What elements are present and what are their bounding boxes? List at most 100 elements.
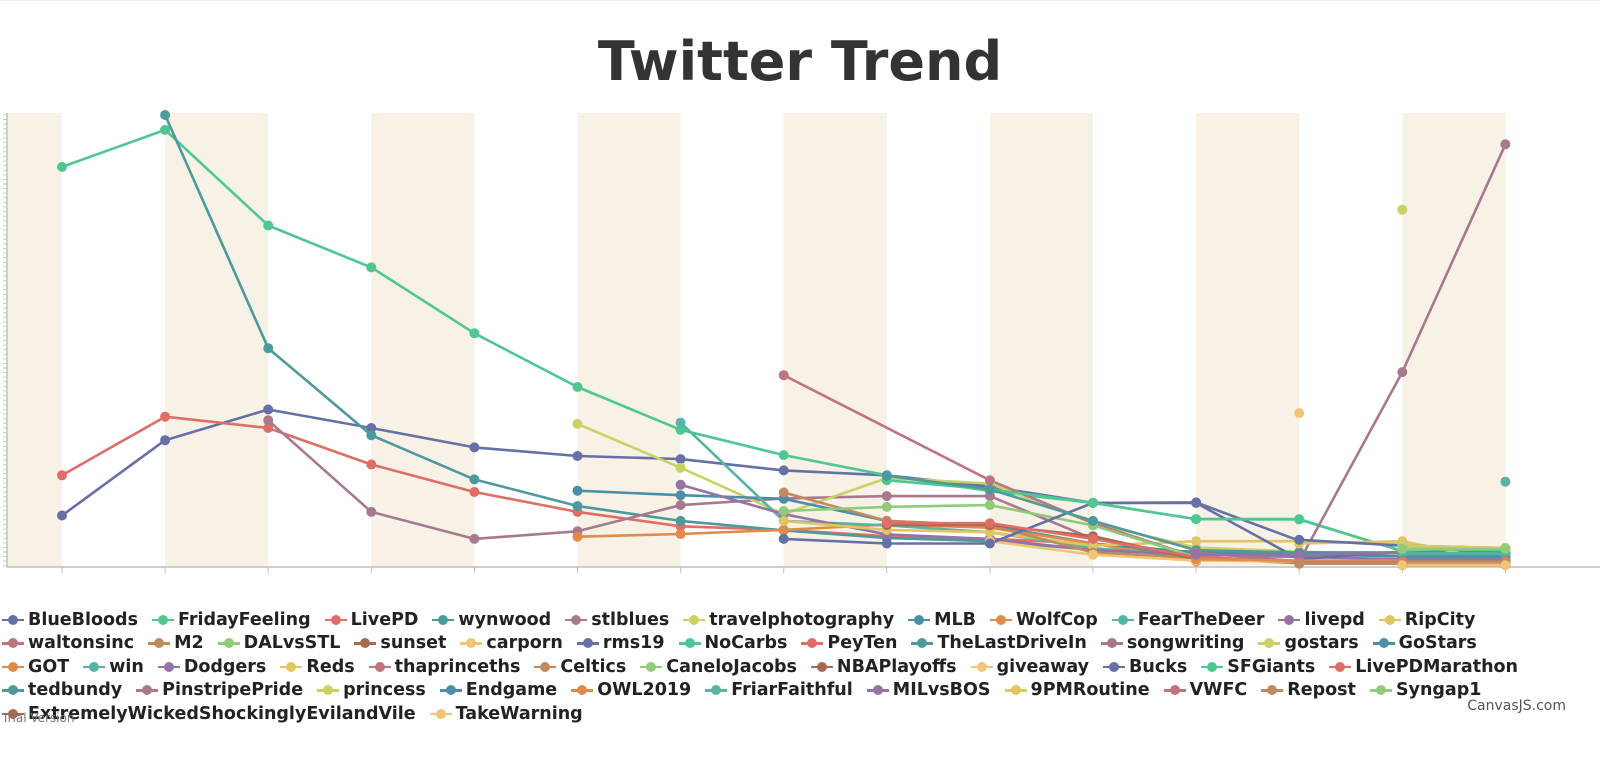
- legend-item-tedbundy[interactable]: tedbundy: [2, 680, 122, 700]
- legend-item-reds[interactable]: Reds: [280, 657, 355, 677]
- legend-item-travelphotography[interactable]: travelphotography: [683, 610, 894, 630]
- data-point-peyten: [984, 518, 995, 529]
- axes: [3, 113, 1600, 573]
- legend-item-pinstripepride[interactable]: PinstripePride: [136, 680, 303, 700]
- data-point-bluebloods: [366, 423, 377, 433]
- legend-label: RipCity: [1404, 609, 1476, 630]
- legend-item-livepdmarathon[interactable]: LivePDMarathon: [1329, 657, 1518, 677]
- legend-item-princess[interactable]: princess: [317, 680, 426, 700]
- legend-label: giveaway: [996, 656, 1090, 677]
- legend-item-ripcity[interactable]: RipCity: [1378, 609, 1476, 630]
- legend-item-win[interactable]: win: [83, 657, 144, 677]
- legend-label: LivePDMarathon: [1355, 656, 1519, 677]
- data-point-rms19: [1191, 497, 1202, 508]
- legend-label: GoStars: [1398, 633, 1477, 654]
- legend-item-stlblues[interactable]: stlblues: [565, 610, 669, 630]
- legend-marker: [2, 708, 24, 720]
- legend-label: Bucks: [1129, 656, 1188, 677]
- legend-marker: [280, 661, 303, 673]
- canvasjs-credit[interactable]: CanvasJS.com: [1467, 698, 1566, 714]
- legend-label: win: [109, 656, 144, 677]
- legend-item-giveaway[interactable]: giveaway: [970, 656, 1090, 677]
- legend-item-got[interactable]: GOT: [2, 657, 69, 677]
- legend-item-milvsbos[interactable]: MILvsBOS: [866, 680, 991, 700]
- legend-label: ExtremelyWickedShockinglyEvilandVile: [28, 703, 416, 724]
- data-point-celtics: [1294, 558, 1305, 569]
- legend-marker: [1163, 684, 1186, 696]
- data-point-dalvsstl: [778, 506, 789, 516]
- data-point-nocarbs: [1191, 514, 1202, 525]
- legend-item-sfgiants[interactable]: SFGiants: [1201, 657, 1315, 677]
- legend-item-friarfaithful[interactable]: FriarFaithful: [705, 680, 853, 700]
- data-point-ripcity: [1191, 536, 1202, 547]
- legend-item-dodgers[interactable]: Dodgers: [157, 657, 266, 677]
- legend-item-rms19[interactable]: rms19: [576, 633, 665, 654]
- legend-label: GOT: [28, 656, 70, 677]
- legend-marker: [1258, 637, 1281, 649]
- legend-item-songwriting[interactable]: songwriting: [1100, 633, 1244, 653]
- legend-label: Celtics: [560, 656, 627, 677]
- legend-item-gostars[interactable]: GoStars: [1372, 633, 1477, 654]
- legend-item-waltonsinc[interactable]: waltonsinc: [2, 633, 134, 653]
- band-7: [1402, 113, 1506, 566]
- legend-marker: [2, 661, 24, 673]
- legend-item-9pmroutine[interactable]: 9PMRoutine: [1004, 680, 1150, 700]
- legend-item-syngap1[interactable]: Syngap1: [1369, 680, 1481, 700]
- data-point-livepd: [366, 459, 377, 470]
- data-point-fridayfeeling: [469, 328, 480, 339]
- legend-item-mlb[interactable]: MLB: [908, 610, 976, 630]
- legend-item-livepd[interactable]: LivePD: [324, 610, 418, 630]
- series-line-stlblues: [267, 419, 1197, 558]
- data-point-wynwood: [675, 515, 686, 526]
- legend-item-takewarning[interactable]: TakeWarning: [429, 703, 583, 724]
- legend-item-bluebloods[interactable]: BlueBloods: [2, 610, 138, 630]
- legend-label: TheLastDriveIn: [937, 633, 1087, 654]
- legend-item-fridayfeeling[interactable]: FridayFeeling: [152, 610, 311, 630]
- data-point-nocarbs: [1088, 497, 1098, 508]
- legend-item-fearthedeer[interactable]: FearTheDeer: [1111, 610, 1264, 630]
- legend-item-m2[interactable]: M2: [148, 633, 204, 653]
- legend-item-endgame[interactable]: Endgame: [439, 680, 557, 700]
- legend-item-sunset[interactable]: sunset: [354, 633, 446, 653]
- legend-label: PinstripePride: [162, 680, 304, 701]
- legend-item-vwfc[interactable]: VWFC: [1163, 680, 1247, 700]
- legend-item-owl2019[interactable]: OWL2019: [571, 680, 691, 700]
- legend-item-bucks[interactable]: Bucks: [1103, 657, 1187, 677]
- legend-item-peyten[interactable]: PeyTen: [801, 633, 897, 653]
- legend-item-celtics[interactable]: Celtics: [534, 657, 626, 677]
- data-point-takewarning: [1500, 560, 1511, 571]
- legend-label: livepd: [1304, 609, 1365, 630]
- legend-item-carporn[interactable]: carporn: [460, 633, 563, 653]
- legend-item-canelojacobs[interactable]: CaneloJacobs: [640, 657, 797, 677]
- data-point-stlblues: [366, 506, 377, 517]
- legend-marker: [2, 614, 24, 626]
- legend-label: rms19: [602, 633, 665, 654]
- legend-item-gostars[interactable]: gostars: [1258, 633, 1359, 653]
- legend-row: ExtremelyWickedShockinglyEvilandVile Take…: [2, 702, 1598, 726]
- legend-item-livepd[interactable]: livepd: [1278, 609, 1365, 630]
- legend-item-repost[interactable]: Repost: [1261, 680, 1356, 700]
- data-point-gostars: [1397, 204, 1408, 215]
- legend-item-extremelywickedshockinglyevilandvile[interactable]: ExtremelyWickedShockinglyEvilandVile: [2, 704, 416, 724]
- legend-item-wolfcop[interactable]: WolfCop: [990, 610, 1098, 630]
- legend-marker: [970, 661, 993, 673]
- legend-item-dalvsstl[interactable]: DALvsSTL: [217, 633, 340, 653]
- legend-label: princess: [343, 680, 426, 701]
- legend-item-thaprinceths[interactable]: thaprinceths: [368, 657, 520, 677]
- legend-item-wynwood[interactable]: wynwood: [432, 610, 551, 630]
- band-4: [783, 113, 887, 566]
- data-point-fridayfeeling: [675, 424, 686, 435]
- data-point-fearthedeer: [675, 417, 686, 428]
- legend-marker: [2, 684, 24, 696]
- data-point-bluebloods: [675, 454, 686, 465]
- legend-label: TakeWarning: [455, 703, 583, 724]
- legend-item-nocarbs[interactable]: NoCarbs: [678, 633, 787, 653]
- legend-marker: [866, 684, 889, 696]
- data-point-songwriting: [1500, 139, 1511, 150]
- legend: BlueBloods FridayFeeling LivePD wynwood stlb…: [2, 608, 1598, 726]
- legend-marker: [432, 614, 455, 626]
- data-point-mlb: [572, 485, 583, 496]
- legend-item-nbaplayoffs[interactable]: NBAPlayoffs: [810, 657, 957, 677]
- legend-item-thelastdrivein[interactable]: TheLastDriveIn: [911, 633, 1087, 654]
- data-point-peyten: [1088, 533, 1098, 544]
